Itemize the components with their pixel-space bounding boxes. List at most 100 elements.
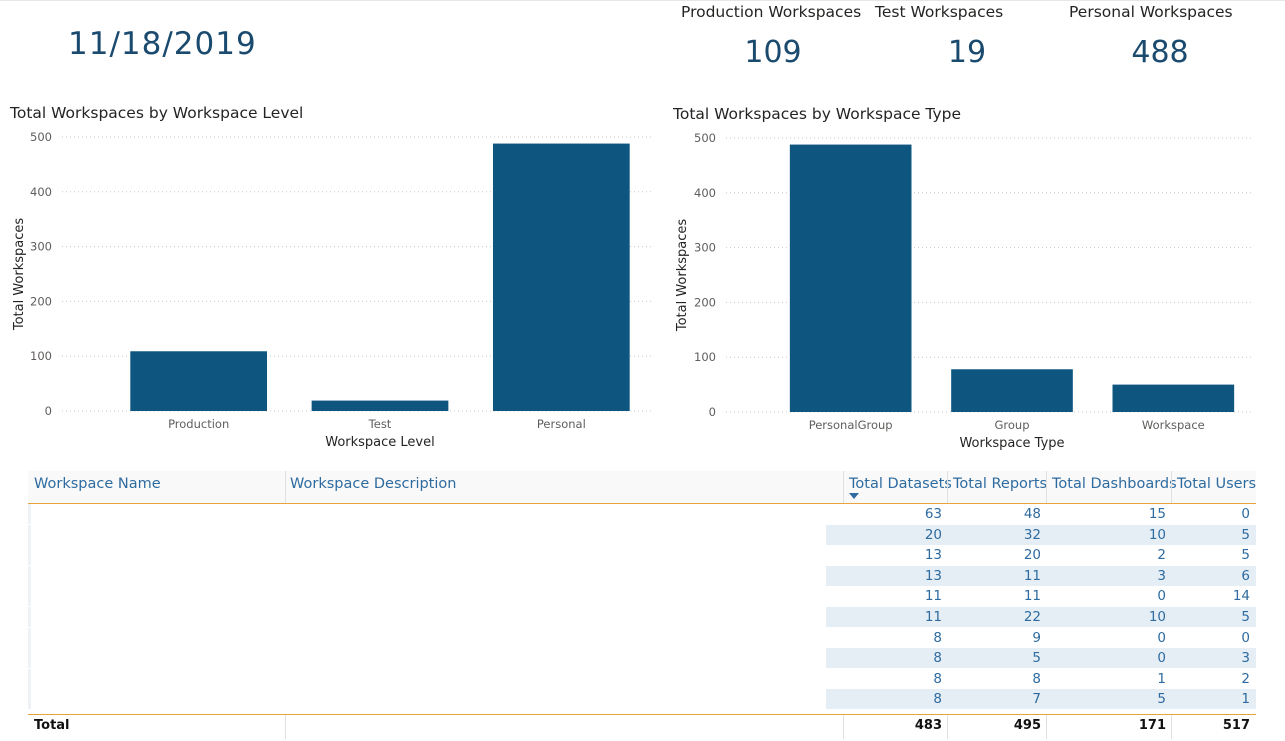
table-row[interactable]: 11 11 0 14 bbox=[28, 586, 1256, 607]
sort-descending-icon[interactable] bbox=[849, 493, 859, 499]
row-stub bbox=[28, 668, 31, 689]
col-total-users[interactable]: Total Users bbox=[1177, 476, 1257, 492]
table-row[interactable]: 20 32 10 5 bbox=[28, 524, 1256, 545]
row-stub bbox=[28, 586, 31, 607]
bar-personal[interactable] bbox=[492, 143, 630, 412]
workspace-type-chart[interactable]: 0 100 200 300 400 500 PersonalGroup Group Worksp… bbox=[0, 0, 1285, 460]
col-total-dashboards[interactable]: Total Dashboards bbox=[1052, 476, 1177, 492]
cell-total-reports: 11 bbox=[1023, 588, 1041, 605]
row-stub bbox=[28, 648, 31, 669]
table-row[interactable]: 8 5 0 3 bbox=[28, 648, 1256, 669]
cell-total-dashboards: 10 bbox=[1148, 526, 1166, 543]
column-divider bbox=[285, 471, 286, 503]
cell-total-reports: 11 bbox=[1023, 567, 1041, 584]
workspace-level-chart[interactable]: 0 100 200 300 400 500 Production Test Personal Wo… bbox=[0, 0, 680, 460]
bar-personalgroup[interactable] bbox=[789, 144, 912, 413]
row-stub bbox=[28, 607, 31, 627]
row-highlight bbox=[826, 565, 1256, 586]
cell-total-datasets: 13 bbox=[924, 567, 942, 584]
row-stub bbox=[28, 627, 31, 648]
x-tick-label: Group bbox=[994, 418, 1029, 432]
cell-total-dashboards: 5 bbox=[1157, 691, 1166, 708]
cell-total-dashboards: 15 bbox=[1148, 506, 1166, 522]
cell-total-datasets: 8 bbox=[933, 670, 942, 687]
total-datasets: 483 bbox=[914, 718, 942, 733]
table-row[interactable]: 13 20 2 5 bbox=[28, 545, 1256, 566]
bar-production[interactable] bbox=[130, 351, 268, 411]
cell-total-datasets: 8 bbox=[933, 691, 942, 708]
table-row[interactable]: 11 22 10 5 bbox=[28, 607, 1256, 627]
y-tick-label: 300 bbox=[30, 240, 52, 254]
column-divider bbox=[1046, 471, 1047, 503]
cell-total-reports: 9 bbox=[1032, 629, 1041, 646]
col-workspace-description[interactable]: Workspace Description bbox=[290, 476, 457, 492]
chart2-title: Total Workspaces by Workspace Type bbox=[673, 105, 962, 123]
y-tick-label: 400 bbox=[30, 185, 52, 199]
y-tick-label: 100 bbox=[30, 349, 52, 363]
cell-total-datasets: 20 bbox=[924, 526, 942, 543]
cell-total-users: 3 bbox=[1241, 650, 1250, 667]
cell-total-dashboards: 2 bbox=[1157, 547, 1166, 564]
table-row[interactable]: 8 7 5 1 bbox=[28, 689, 1256, 710]
total-dashboards: 171 bbox=[1138, 718, 1166, 733]
table-row[interactable]: 13 11 3 6 bbox=[28, 565, 1256, 586]
cell-total-users: 6 bbox=[1241, 567, 1250, 584]
cell-total-dashboards: 10 bbox=[1148, 609, 1166, 625]
cell-total-datasets: 8 bbox=[933, 650, 942, 667]
table-row[interactable]: 8 9 0 0 bbox=[28, 627, 1256, 648]
table-row[interactable]: 63 48 15 0 bbox=[28, 504, 1256, 524]
bar-workspace[interactable] bbox=[1112, 384, 1235, 412]
kpi-personal-value: 488 bbox=[1131, 35, 1189, 70]
bar-group[interactable] bbox=[951, 369, 1073, 412]
cell-total-dashboards: 0 bbox=[1157, 629, 1166, 646]
column-divider bbox=[1046, 715, 1047, 739]
cell-total-reports: 20 bbox=[1023, 547, 1041, 564]
col-total-reports[interactable]: Total Reports bbox=[953, 476, 1048, 492]
y-tick-label: 100 bbox=[694, 350, 716, 364]
column-divider bbox=[843, 471, 844, 503]
y-axis-title: Total Workspaces bbox=[12, 218, 27, 332]
y-tick-label: 400 bbox=[694, 186, 716, 200]
cell-total-datasets: 11 bbox=[924, 609, 942, 625]
cell-total-datasets: 8 bbox=[933, 629, 942, 646]
y-tick-label: 500 bbox=[694, 131, 716, 145]
column-divider bbox=[1171, 715, 1172, 739]
bar-test[interactable] bbox=[311, 400, 449, 411]
row-stub bbox=[28, 524, 31, 545]
x-tick-label: Personal bbox=[537, 417, 586, 431]
cell-total-dashboards: 0 bbox=[1157, 588, 1166, 605]
y-tick-label: 500 bbox=[30, 130, 52, 144]
kpi-production-value: 109 bbox=[744, 35, 802, 70]
col-total-datasets[interactable]: Total Datasets bbox=[849, 476, 952, 492]
row-highlight bbox=[826, 607, 1256, 627]
cell-total-datasets: 13 bbox=[924, 547, 942, 564]
y-axis-title: Total Workspaces bbox=[675, 219, 690, 333]
column-divider bbox=[843, 715, 844, 739]
kpi-test-value: 19 bbox=[947, 35, 987, 70]
row-stub bbox=[28, 504, 31, 524]
cell-total-reports: 48 bbox=[1023, 506, 1041, 522]
cell-total-dashboards: 1 bbox=[1157, 670, 1166, 687]
x-tick-label: Workspace bbox=[1142, 418, 1205, 432]
row-highlight bbox=[826, 648, 1256, 669]
column-divider bbox=[1171, 471, 1172, 503]
col-workspace-name[interactable]: Workspace Name bbox=[34, 476, 161, 492]
cell-total-datasets: 63 bbox=[924, 506, 942, 522]
row-highlight bbox=[826, 524, 1256, 545]
table-header: Workspace Name Workspace Description Tot… bbox=[28, 471, 1256, 504]
total-reports: 495 bbox=[1013, 718, 1041, 733]
total-label: Total bbox=[34, 718, 70, 733]
cell-total-reports: 7 bbox=[1032, 691, 1041, 708]
x-axis-title: Workspace Type bbox=[959, 436, 1064, 451]
x-tick-label: Production bbox=[168, 417, 229, 431]
table-row[interactable]: 8 8 1 2 bbox=[28, 668, 1256, 689]
y-tick-label: 200 bbox=[694, 295, 716, 309]
y-tick-label: 0 bbox=[709, 405, 716, 419]
column-divider bbox=[285, 715, 286, 739]
chart1-title: Total Workspaces by Workspace Level bbox=[10, 104, 304, 122]
row-stub bbox=[28, 565, 31, 586]
cell-total-users: 0 bbox=[1241, 629, 1250, 646]
cell-total-users: 0 bbox=[1241, 506, 1250, 522]
row-stub bbox=[28, 689, 31, 710]
cell-total-users: 5 bbox=[1241, 526, 1250, 543]
